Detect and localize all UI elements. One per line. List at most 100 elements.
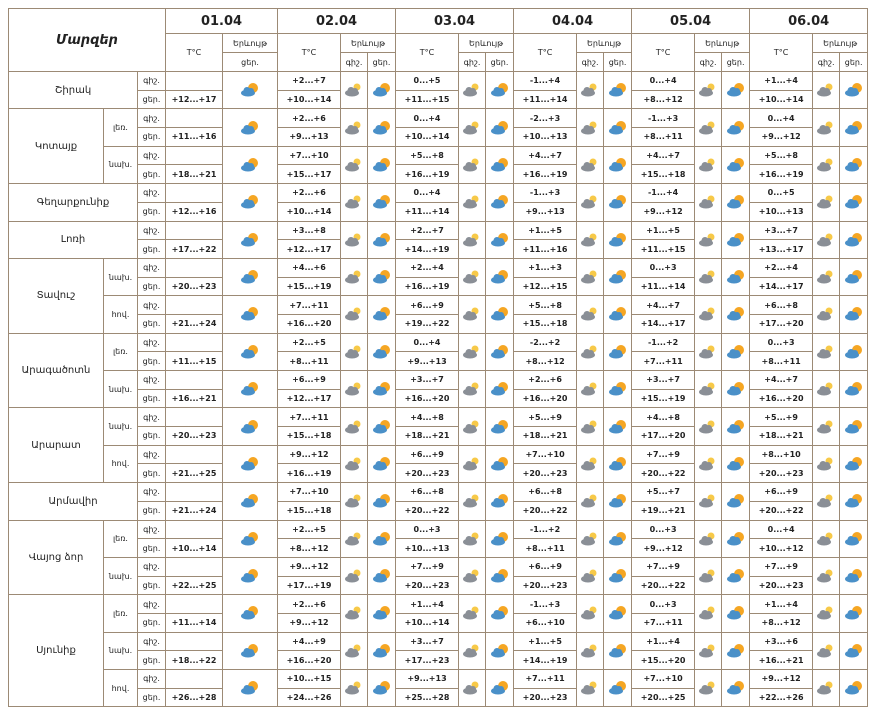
phenomenon-cell: [366, 145, 397, 185]
weather-icon: [490, 83, 508, 97]
temp-cell: +12...+16: [165, 201, 223, 222]
weather-icon: [844, 232, 862, 247]
temp-cell: +9...+12: [277, 444, 341, 465]
day-label: ցեր.: [137, 201, 166, 222]
weather-icon: [581, 606, 597, 620]
temp-cell: +20...+22: [631, 463, 696, 484]
phenomenon-cell: [340, 556, 368, 596]
weather-icon: [726, 569, 744, 583]
icon-part: [851, 200, 858, 207]
weather-icon: [372, 606, 390, 620]
weather-icon: [581, 457, 597, 471]
temp-cell: -1...+2: [513, 519, 578, 540]
weather-icon: [581, 195, 597, 209]
icon-part: [470, 461, 477, 468]
phenomenon-cell: [340, 444, 368, 484]
weather-icon: [241, 681, 258, 695]
temp-cell: +21...+24: [165, 500, 223, 521]
temp-cell: -1...+3: [513, 183, 578, 203]
icon-part: [615, 499, 622, 506]
temp-cell: 0...+3: [395, 519, 460, 540]
weather-icon: [699, 681, 715, 695]
icon-part: [379, 536, 386, 543]
icon-part: [706, 312, 713, 319]
weather-icon: [463, 494, 479, 508]
temp-cell: +2...+6: [277, 594, 341, 614]
weather-icon: [490, 494, 508, 508]
weather-icon: [726, 195, 744, 209]
phenomenon-cell: [839, 369, 869, 409]
icon-part: [733, 162, 740, 169]
phenomenon-cell: [839, 519, 869, 558]
icon-part: [497, 387, 504, 394]
icon-part: [706, 275, 713, 282]
weather-icon: [726, 157, 744, 172]
weather-icon: [490, 344, 508, 359]
region-name: Շիրակ: [8, 70, 138, 110]
phenomenon-cell: [222, 369, 278, 409]
phenomenon-cell: [458, 257, 487, 297]
icon-part: [706, 574, 713, 581]
temp-cell: +7...+9: [395, 556, 460, 577]
weather-icon: [699, 569, 715, 583]
temp-cell: +9...+12: [277, 556, 341, 577]
zone-name: նախ.: [103, 556, 138, 596]
temp-cell: +6...+9: [513, 556, 578, 577]
icon-part: [851, 162, 858, 169]
icon-part: [352, 574, 358, 581]
phenomenon-cell: [485, 108, 515, 147]
day-row: ցեր. +21...+24 +15...+18 +20...+22 +20...+22…: [9, 500, 868, 521]
icon-part: [706, 237, 713, 244]
weather-icon: [817, 158, 833, 172]
day-label: ցեր.: [137, 89, 166, 110]
day-row: ցեր. +11...+16 +9...+13 +10...+14 +10...+13 +…: [9, 127, 868, 147]
icon-part: [733, 536, 740, 543]
temp-cell: +5...+9: [513, 407, 578, 428]
temp-cell: +21...+24: [165, 313, 223, 334]
phenomenon-cell: [694, 369, 723, 409]
weather-icon: [699, 195, 715, 209]
icon-part: [379, 648, 386, 655]
zone-name: նախ.: [103, 257, 138, 297]
weather-icon: [372, 494, 390, 508]
temp-cell: +25...+28: [395, 687, 460, 708]
temp-cell: +8...+10: [749, 444, 814, 465]
region-name: Կոտայք: [8, 108, 104, 185]
temp-cell: +7...+9: [631, 444, 696, 465]
temp-cell: +15...+18: [277, 500, 341, 521]
night-row: նախ. գիշ. +6...+9 +3...+7 +2...+6 +3...+7 +4..…: [9, 369, 869, 409]
weather-icon: [241, 270, 258, 284]
temp-cell: +20...+23: [749, 463, 814, 484]
phenomenon-cell: [458, 407, 487, 446]
temp-cell: [165, 257, 223, 278]
icon-part: [379, 349, 386, 356]
phenomenon-cell: [222, 631, 278, 671]
temp-cell: +9...+12: [631, 538, 696, 558]
weather-icon: [241, 195, 258, 209]
phenomenon-cell: [721, 257, 751, 297]
temp-cell: +20...+22: [513, 500, 578, 521]
weather-icon: [490, 232, 508, 247]
night-label: գիշ.: [137, 482, 166, 502]
weather-icon: [817, 345, 833, 359]
temp-cell: +14...+17: [631, 313, 696, 334]
icon-part: [615, 387, 622, 394]
icon-part: [470, 349, 477, 356]
weather-icon: [817, 457, 833, 471]
weather-icon: [817, 307, 833, 321]
region-name: Արարատ: [8, 407, 104, 484]
temp-cell: +4...+7: [749, 370, 814, 390]
phenomenon-cell: [366, 556, 397, 596]
weather-icon: [726, 531, 744, 546]
temp-cell: +20...+23: [165, 276, 223, 297]
temp-cell: +8...+12: [277, 538, 341, 558]
phenomenon-cell: [458, 369, 487, 409]
icon-part: [824, 424, 831, 431]
zone-name: նախ.: [103, 145, 138, 185]
day-row: ցեր. +16...+21 +12...+17 +16...+20 +16...+20…: [9, 388, 868, 409]
weather-icon: [608, 531, 626, 546]
icon-part: [379, 275, 386, 282]
phenomenon-cell: [458, 444, 487, 484]
weather-icon: [581, 494, 597, 508]
weather-icon: [726, 643, 744, 658]
